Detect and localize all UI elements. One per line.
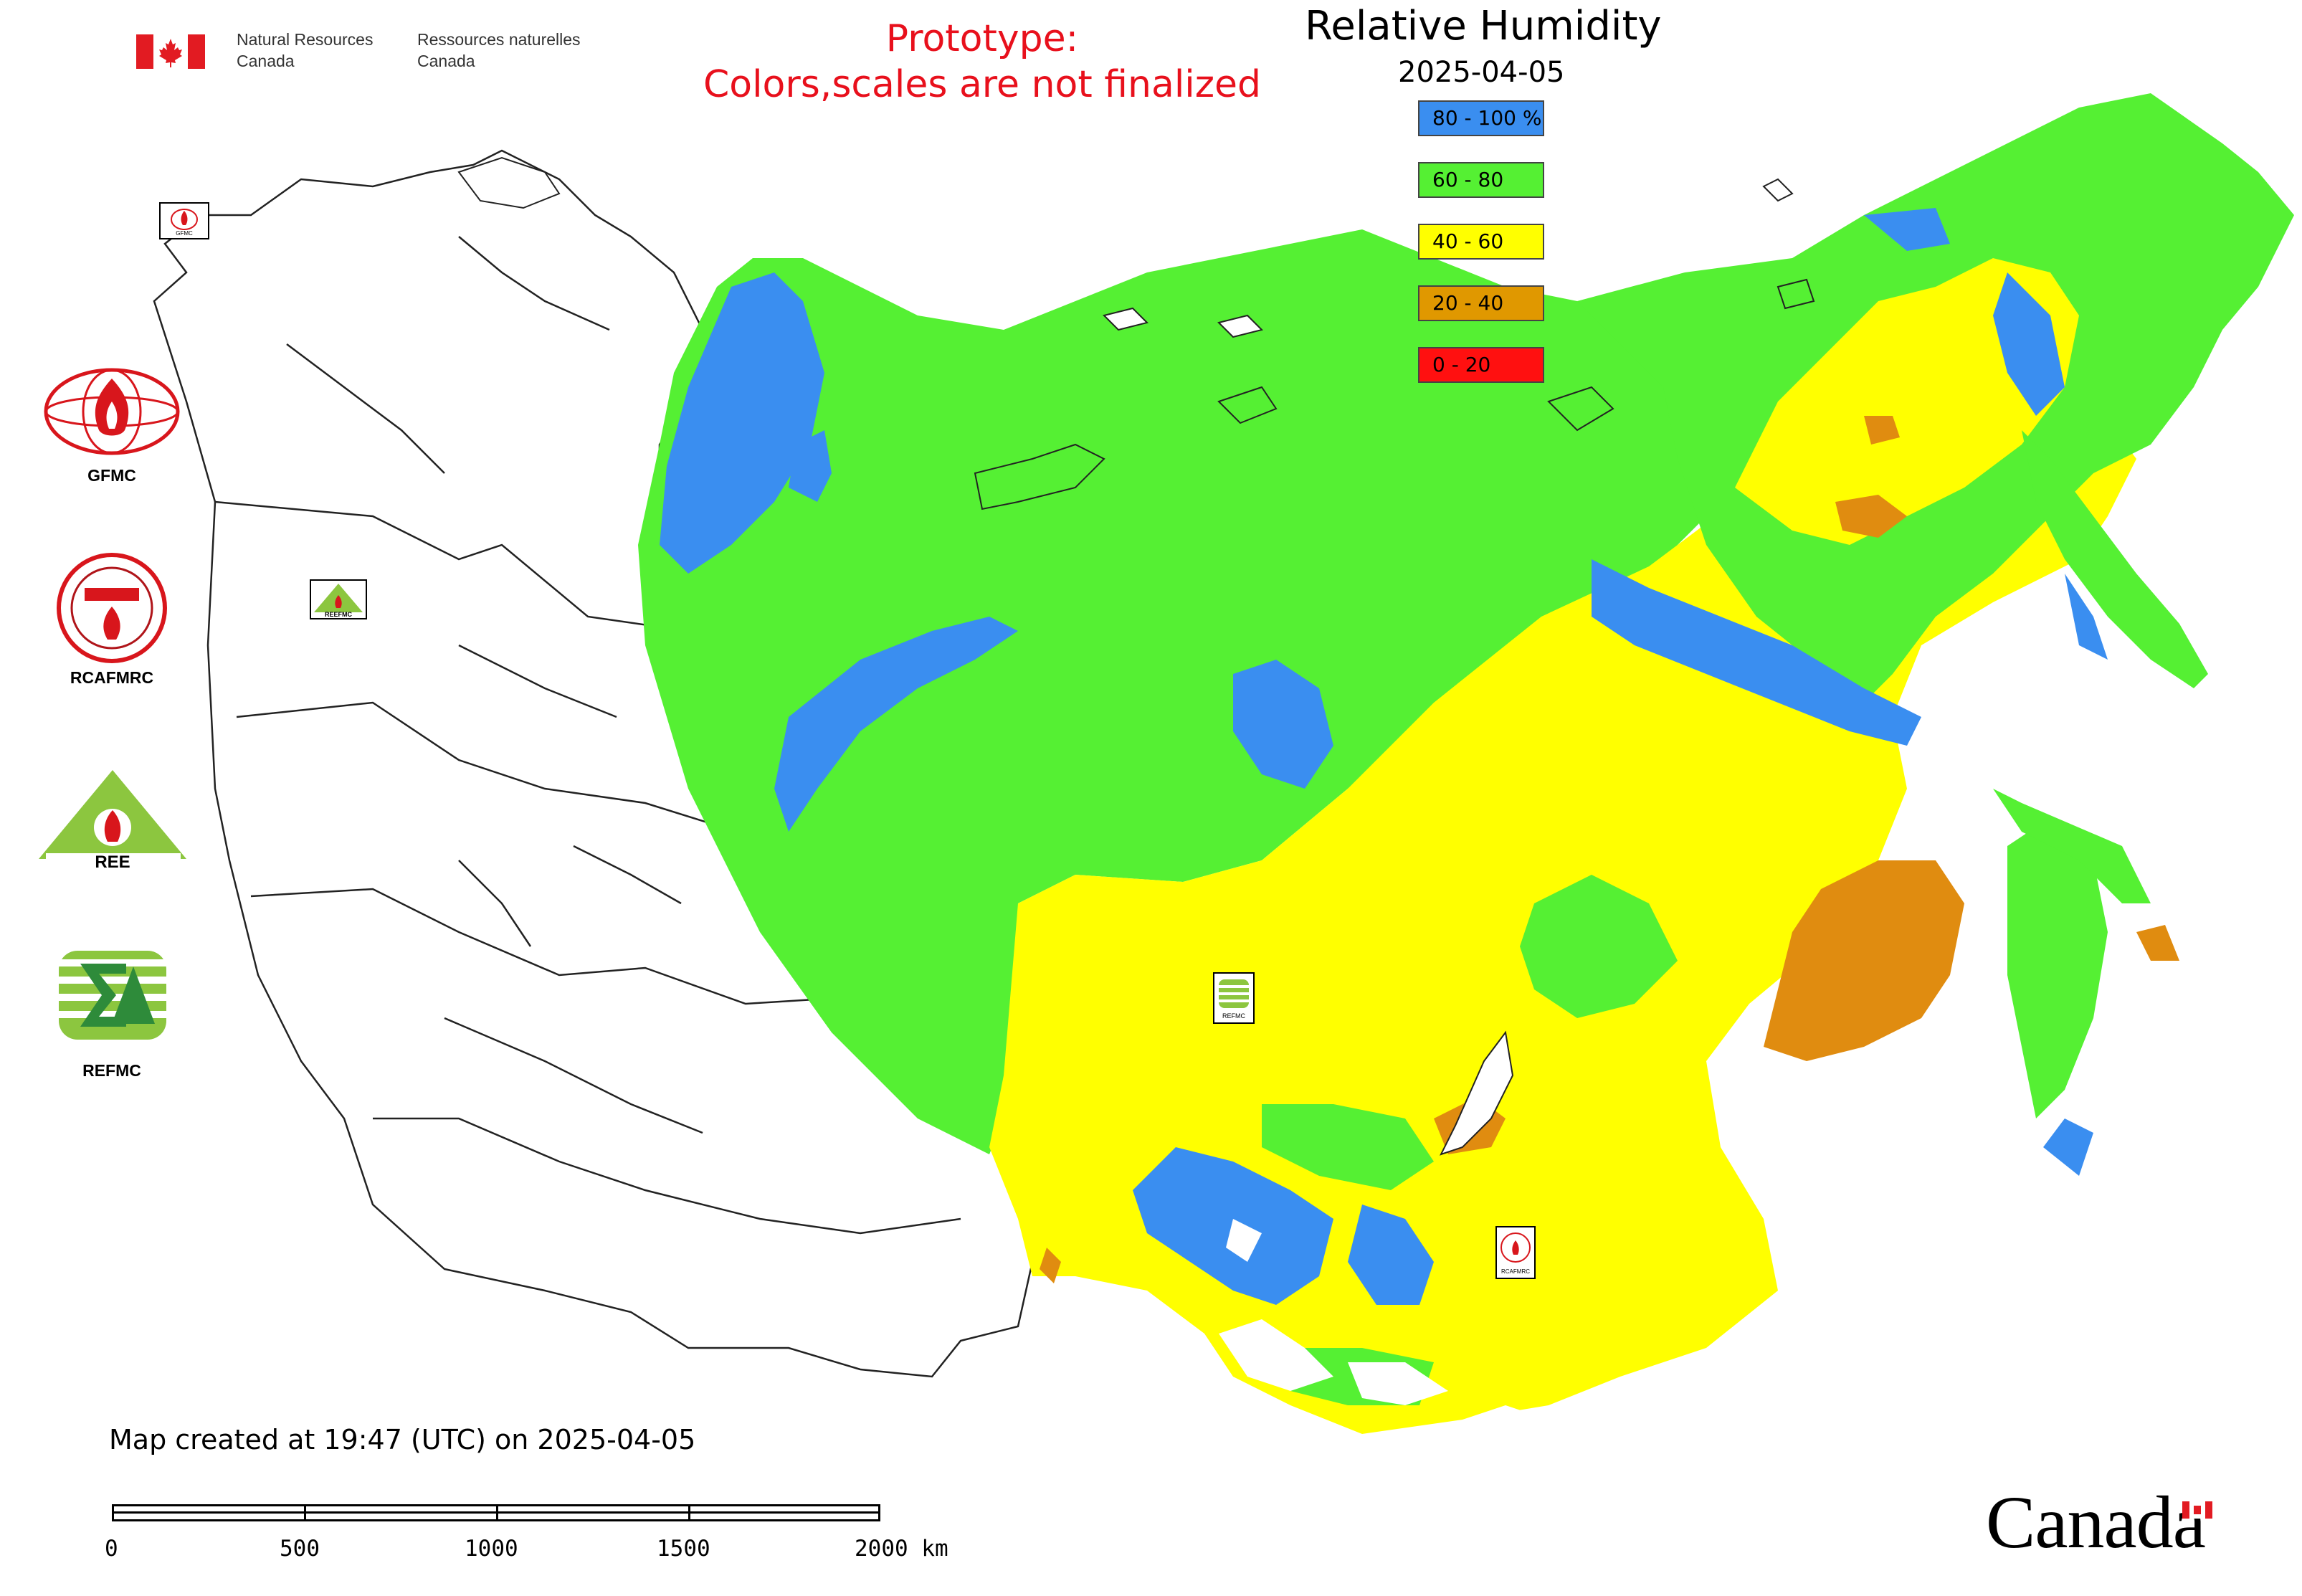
gfmc-logo[interactable]: GFMC [40, 366, 184, 488]
canada-wordmark-text: Canada [1986, 1481, 2206, 1564]
legend-item-moderate: 40 - 60 [1418, 224, 1544, 260]
gfmc-globe-icon [44, 368, 180, 455]
scale-tick-1500: 1500 [657, 1536, 710, 1562]
prototype-notice: Prototype: Colors,scales are not finaliz… [660, 16, 1305, 108]
reefmc-badge-icon: REEFMC [314, 584, 363, 618]
agency-name-fr: Ressources naturelles Canada [417, 29, 581, 72]
moderate-region-northeast [1735, 258, 2079, 545]
scale-tick-500: 500 [280, 1536, 320, 1562]
scale-bar [112, 1504, 883, 1526]
no-data-patches [1219, 1219, 1549, 1441]
reefmc-triangle-icon: REE [39, 770, 186, 872]
map-title: Relative Humidity [1305, 3, 1662, 49]
island-outlines [457, 156, 1794, 338]
refmc-logo[interactable]: REFMC [40, 945, 184, 1088]
very-humid-patches [660, 208, 2108, 1305]
agency-fr-line2: Canada [417, 52, 475, 70]
rcafmrc-seal-icon [57, 553, 167, 663]
svg-text:REE: REE [95, 852, 130, 872]
arctic-islands [974, 278, 1815, 510]
refmc-sigma-icon [59, 951, 166, 1040]
canada-flag-icon [136, 34, 205, 69]
gc-signature: Natural Resources Canada Ressources natu… [136, 29, 609, 79]
refmc-badge-label: REFMC [1222, 1012, 1245, 1020]
prototype-line2: Colors,scales are not finalized [703, 63, 1262, 106]
humid-region-west [638, 229, 1721, 1154]
legend-item-very-dry: 0 - 20 [1418, 347, 1544, 383]
prototype-line1: Prototype: [885, 17, 1079, 60]
refmc-map-badge[interactable]: REFMC [1213, 972, 1255, 1024]
legend-item-dry: 20 - 40 [1418, 285, 1544, 321]
rcafmrc-logo[interactable]: RCAFMRC [40, 551, 184, 687]
refmc-label: REFMC [82, 1061, 141, 1080]
reefmc-logo[interactable]: REE [36, 767, 190, 875]
legend-label: 80 - 100 % [1432, 106, 1542, 130]
canada-wordmark: Canada [1986, 1480, 2230, 1573]
legend-label: 20 - 40 [1432, 291, 1504, 315]
legend-item-humid: 60 - 80 [1418, 162, 1544, 198]
gfmc-map-badge[interactable]: GFMC [159, 202, 209, 239]
scale-tick-2000: 2000 km [855, 1536, 948, 1562]
legend-label: 40 - 60 [1432, 229, 1504, 253]
legend-label: 60 - 80 [1432, 168, 1504, 191]
reefmc-badge-label: REEFMC [325, 611, 353, 618]
rcafmrc-badge-icon: RCAFMRC [1500, 1232, 1531, 1275]
rcafmrc-map-badge[interactable]: RCAFMRC [1495, 1226, 1536, 1279]
canada-wordmark-flag-icon [2182, 1501, 2212, 1519]
map-date: 2025-04-05 [1398, 56, 1565, 89]
scale-tick-0: 0 [105, 1536, 118, 1562]
reefmc-map-badge[interactable]: REEFMC [310, 579, 367, 619]
gfmc-badge-label: GFMC [176, 230, 193, 237]
agency-en-line2: Canada [237, 52, 295, 70]
gfmc-label: GFMC [87, 466, 136, 485]
baikal-lake [1440, 1030, 1514, 1156]
agency-en-line1: Natural Resources [237, 30, 374, 49]
refmc-badge-icon: REFMC [1219, 979, 1249, 1020]
rcafmrc-label: RCAFMRC [70, 668, 154, 687]
rcafmrc-badge-label: RCAFMRC [1501, 1268, 1530, 1275]
kamchatka-region [2022, 430, 2208, 688]
map-created-note: Map created at 19:47 (UTC) on 2025-04-05 [109, 1424, 696, 1455]
legend-item-very-humid: 80 - 100 % [1418, 100, 1544, 136]
scale-tick-1000: 1000 [465, 1536, 518, 1562]
agency-fr-line1: Ressources naturelles [417, 30, 581, 49]
gfmc-badge-icon: GFMC [171, 209, 198, 237]
agency-name-en: Natural Resources Canada [237, 29, 373, 72]
legend-label: 0 - 20 [1432, 353, 1491, 376]
